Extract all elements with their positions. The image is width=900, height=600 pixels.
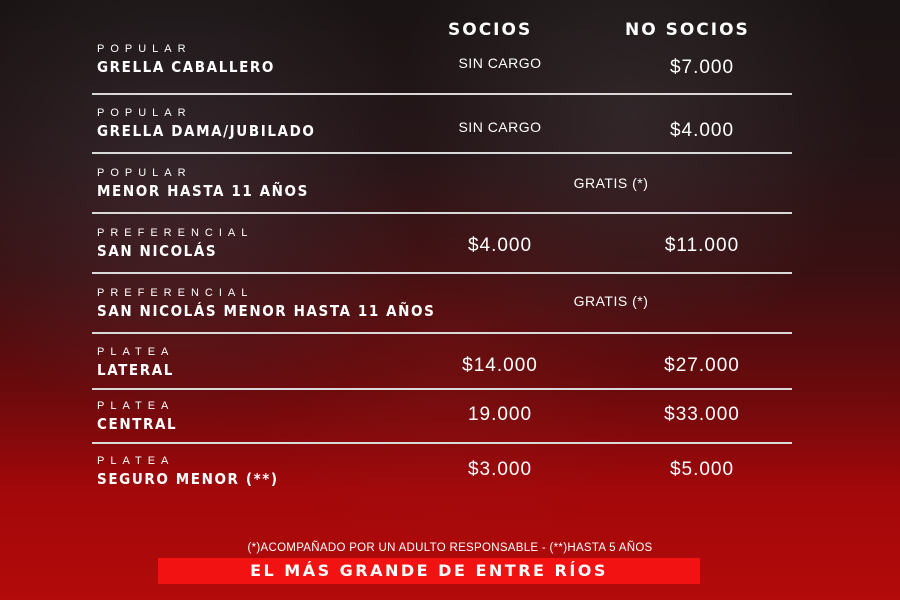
- socios-price: 19.000: [467, 404, 533, 425]
- socios-price: $3.000: [467, 459, 533, 480]
- price-row: POPULAR MENOR HASTA 11 AÑOS GRATIS (*): [0, 167, 900, 217]
- no-socios-price: $33.000: [664, 404, 740, 425]
- row-category: PREFERENCIAL: [97, 227, 254, 239]
- divider: [92, 272, 792, 274]
- row-category: POPULAR: [97, 167, 192, 179]
- price-row: PLATEA SEGURO MENOR (**) $3.000 $5.000: [0, 455, 900, 505]
- row-name: GRELLA DAMA/JUBILADO: [97, 122, 316, 140]
- footnote: (*)ACOMPAÑADO POR UN ADULTO RESPONSABLE …: [247, 542, 653, 554]
- socios-price: $14.000: [462, 355, 538, 376]
- row-name: CENTRAL: [97, 415, 178, 433]
- socios-price: $4.000: [467, 235, 533, 256]
- shared-price: GRATIS (*): [573, 175, 649, 191]
- row-name: SEGURO MENOR (**): [97, 470, 279, 488]
- no-socios-price: $27.000: [664, 355, 740, 376]
- divider: [92, 212, 792, 214]
- row-category: PLATEA: [97, 346, 175, 358]
- row-category: PLATEA: [97, 400, 175, 412]
- no-socios-price: $7.000: [669, 57, 735, 78]
- row-name: MENOR HASTA 11 AÑOS: [97, 182, 309, 200]
- socios-price: SIN CARGO: [458, 55, 542, 71]
- no-socios-price: $4.000: [669, 120, 735, 141]
- price-row: POPULAR GRELLA CABALLERO SIN CARGO $7.00…: [0, 43, 900, 93]
- row-name: SAN NICOLÁS: [97, 242, 218, 260]
- slogan-banner: EL MÁS GRANDE DE ENTRE RÍOS: [158, 558, 700, 584]
- row-category: PLATEA: [97, 455, 175, 467]
- socios-price: SIN CARGO: [458, 119, 542, 135]
- row-name: LATERAL: [97, 361, 174, 379]
- row-name: GRELLA CABALLERO: [97, 58, 275, 76]
- divider: [92, 93, 792, 95]
- divider: [92, 388, 792, 390]
- divider: [92, 442, 792, 444]
- price-row: PLATEA LATERAL $14.000 $27.000: [0, 346, 900, 396]
- price-row: PREFERENCIAL SAN NICOLÁS MENOR HASTA 11 …: [0, 287, 900, 337]
- row-name: SAN NICOLÁS MENOR HASTA 11 AÑOS: [97, 302, 436, 320]
- price-row: POPULAR GRELLA DAMA/JUBILADO SIN CARGO $…: [0, 107, 900, 157]
- divider: [92, 152, 792, 154]
- row-category: POPULAR: [97, 107, 192, 119]
- header-no-socios: NO SOCIOS: [625, 20, 750, 40]
- price-row: PLATEA CENTRAL 19.000 $33.000: [0, 400, 900, 450]
- row-category: PREFERENCIAL: [97, 287, 254, 299]
- row-category: POPULAR: [97, 43, 192, 55]
- no-socios-price: $5.000: [669, 459, 735, 480]
- header-socios: SOCIOS: [448, 20, 533, 40]
- divider: [92, 332, 792, 334]
- shared-price: GRATIS (*): [573, 293, 649, 309]
- no-socios-price: $11.000: [664, 235, 740, 256]
- price-row: PREFERENCIAL SAN NICOLÁS $4.000 $11.000: [0, 227, 900, 277]
